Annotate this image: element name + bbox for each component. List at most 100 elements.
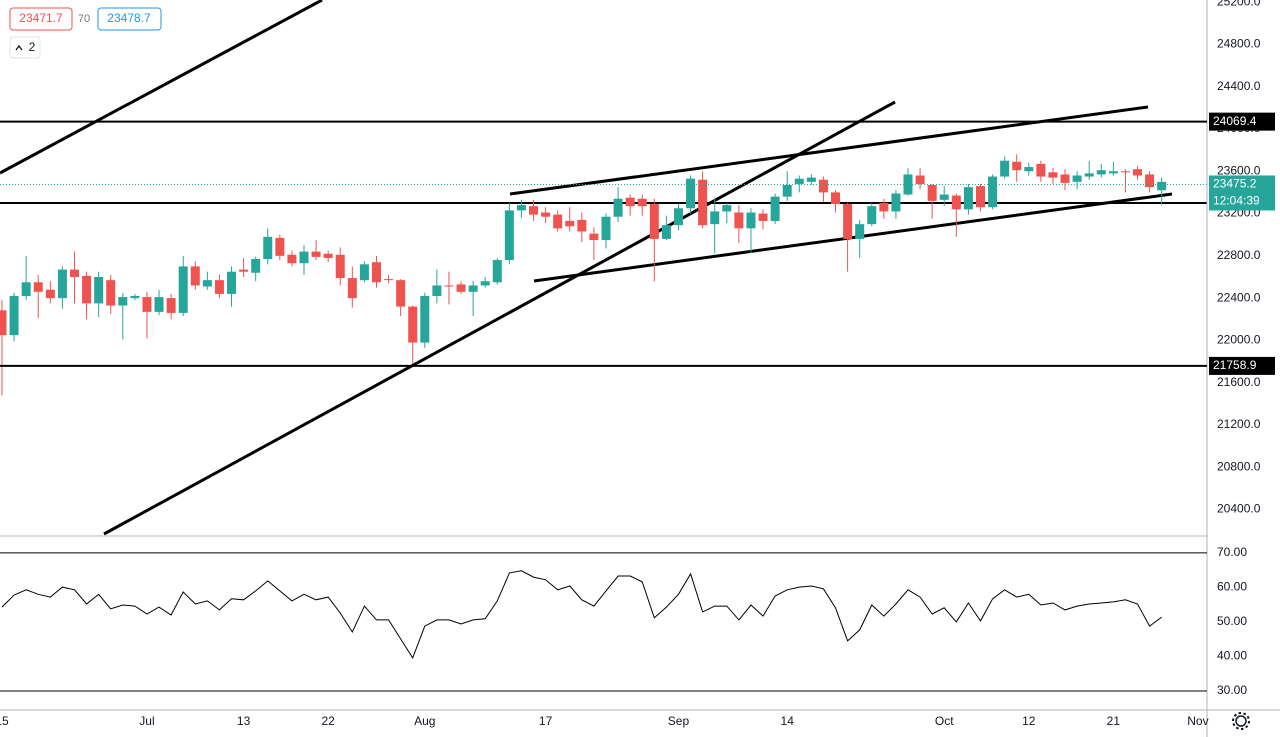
candle-body [637, 198, 647, 207]
candle-body [843, 204, 853, 239]
candle-body [1024, 167, 1034, 172]
candle-body [710, 211, 720, 225]
gear-icon[interactable] [1232, 712, 1250, 730]
candle-body [818, 179, 828, 193]
time-tick-label: 15 [0, 714, 9, 728]
candle-body [915, 175, 925, 184]
candle-body [420, 296, 430, 343]
candle-body [686, 178, 696, 209]
candle-body [891, 193, 901, 212]
time-tick-label: 14 [781, 714, 795, 728]
candle-body [625, 197, 635, 207]
candle-body [468, 285, 478, 292]
candle-body [432, 285, 442, 297]
candle-body [565, 220, 575, 227]
candle-body [359, 264, 369, 281]
candle-body [1084, 173, 1094, 177]
candle-body [239, 269, 249, 272]
rsi-tick-label: 40.00 [1217, 649, 1247, 663]
trend-line [103, 100, 896, 536]
candle-body [613, 198, 623, 217]
time-tick-label: Oct [935, 714, 954, 728]
price-tick-label: 25200.0 [1217, 0, 1261, 8]
candle-body [69, 269, 79, 277]
bid-price: 23471.7 [19, 11, 63, 25]
candle-body [951, 195, 961, 210]
time-tick-label: Sep [668, 714, 690, 728]
candle-body [1000, 160, 1010, 177]
candle-body [504, 210, 514, 261]
price-tick-label: 20400.0 [1217, 502, 1261, 516]
candle-body [33, 282, 43, 292]
ask-box[interactable] [97, 7, 162, 31]
last-price-box [1209, 175, 1275, 211]
candle-body [408, 306, 418, 343]
time-tick-label: 17 [539, 714, 553, 728]
candle-body [311, 251, 321, 257]
candle-body [1012, 161, 1022, 171]
time-tick-label: 21 [1107, 714, 1121, 728]
countdown-label: 12:04:39 [1213, 194, 1260, 208]
time-tick-label: 13 [237, 714, 251, 728]
candle-body [746, 212, 756, 229]
candles [0, 154, 1167, 396]
candle-body [347, 278, 357, 299]
price-tick-label: 22400.0 [1217, 290, 1261, 304]
rsi-tick-label: 30.00 [1217, 683, 1247, 697]
candle-body [130, 296, 140, 299]
candle-body [154, 297, 164, 312]
candle-body [1108, 171, 1118, 174]
candle-body [1060, 174, 1070, 183]
time-tick-label: Jul [139, 714, 154, 728]
candle-body [867, 206, 877, 225]
trend-line [509, 105, 1149, 196]
candle-body [988, 176, 998, 208]
rsi-tick-label: 70.00 [1217, 545, 1247, 559]
candle-body [831, 192, 841, 205]
candle-body [227, 271, 237, 294]
candle-body [480, 281, 490, 286]
candle-body [456, 284, 466, 292]
candle-body [734, 212, 744, 229]
candle-body [106, 280, 116, 306]
price-tick-label: 22800.0 [1217, 248, 1261, 262]
last-price-label: 23475.2 [1213, 177, 1257, 191]
trend-line [533, 192, 1173, 283]
candle-body [770, 196, 780, 221]
candle-body [214, 280, 224, 294]
price-tick-label: 20800.0 [1217, 459, 1261, 473]
candle-body [516, 205, 526, 211]
legend: 23471.7 70 23478.7 2 [9, 7, 162, 59]
candle-body [82, 275, 92, 304]
candle-body [396, 280, 406, 307]
rsi-tick-label: 50.00 [1217, 614, 1247, 628]
candle-body [879, 202, 889, 212]
candle-body [1145, 174, 1155, 188]
indicator-toggle[interactable] [9, 36, 41, 59]
candle-body [541, 212, 551, 217]
candle-body [323, 253, 333, 258]
candle-body [1048, 172, 1058, 178]
candle-body [492, 260, 502, 283]
candle-body [1120, 171, 1130, 173]
candle-body [21, 282, 31, 297]
candle-body [577, 219, 587, 232]
bid-box [9, 7, 73, 31]
ask-price: 23478.7 [107, 11, 151, 25]
candle-body [57, 269, 67, 299]
candle-body [698, 179, 708, 226]
candle-body [45, 289, 55, 299]
candle-body [927, 185, 937, 201]
candle-body [758, 213, 768, 221]
price-tick-label: 23600.0 [1217, 163, 1261, 177]
candle-body [190, 266, 200, 286]
candle-body [142, 297, 152, 312]
candle-body [118, 297, 128, 306]
candle-body [178, 266, 188, 313]
price-tick-label: 21600.0 [1217, 375, 1261, 389]
trend-line [0, 0, 323, 175]
indicator-count: 2 [29, 40, 36, 54]
candle-body [553, 214, 563, 229]
candle-body [444, 285, 454, 287]
